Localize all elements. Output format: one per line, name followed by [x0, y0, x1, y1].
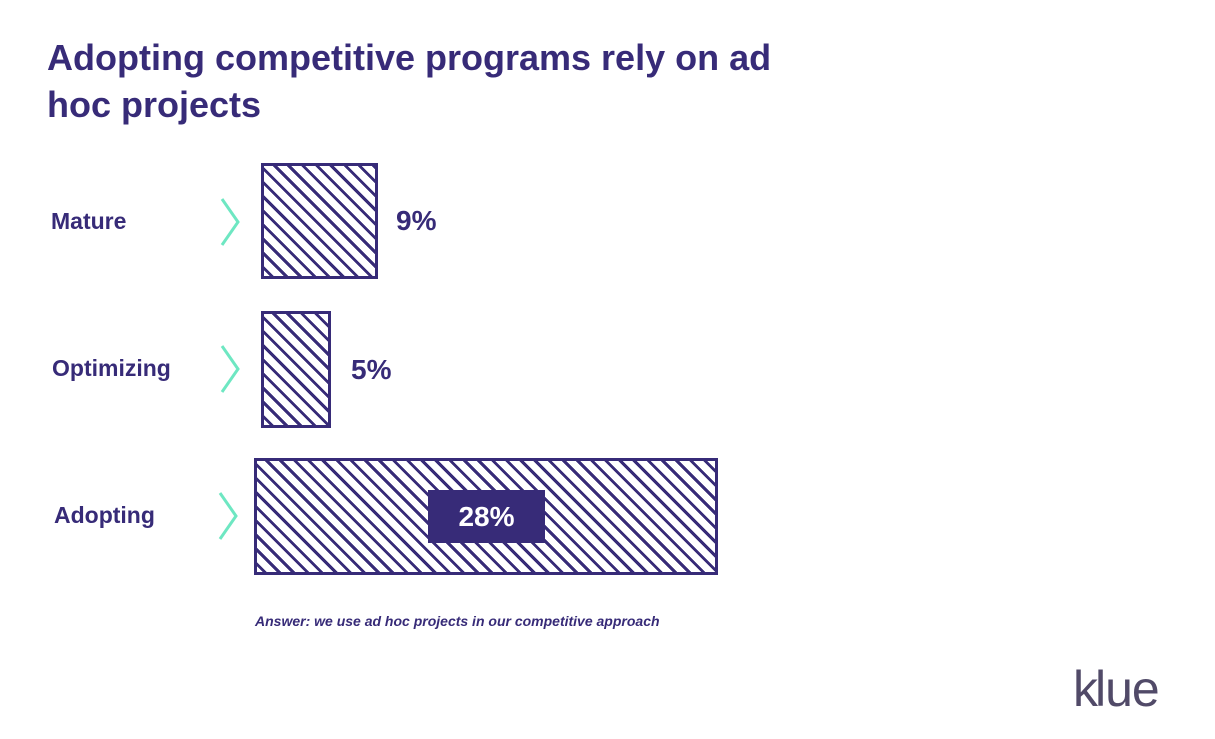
value-label: 28%	[428, 490, 545, 543]
chevron-right-icon	[218, 492, 238, 540]
chart-title: Adopting competitive programs rely on ad…	[47, 37, 772, 125]
klue-logo: klue	[1073, 661, 1160, 717]
value-label: 9%	[396, 205, 437, 236]
bar-optimizing	[261, 311, 331, 428]
bar-mature	[261, 163, 378, 279]
category-label: Mature	[51, 208, 127, 234]
category-label: Adopting	[54, 502, 155, 528]
value-label: 5%	[351, 354, 392, 385]
category-label: Optimizing	[52, 355, 171, 381]
chevron-right-icon	[220, 345, 240, 393]
chevron-right-icon	[220, 198, 240, 246]
footnote: Answer: we use ad hoc projects in our co…	[255, 613, 660, 629]
